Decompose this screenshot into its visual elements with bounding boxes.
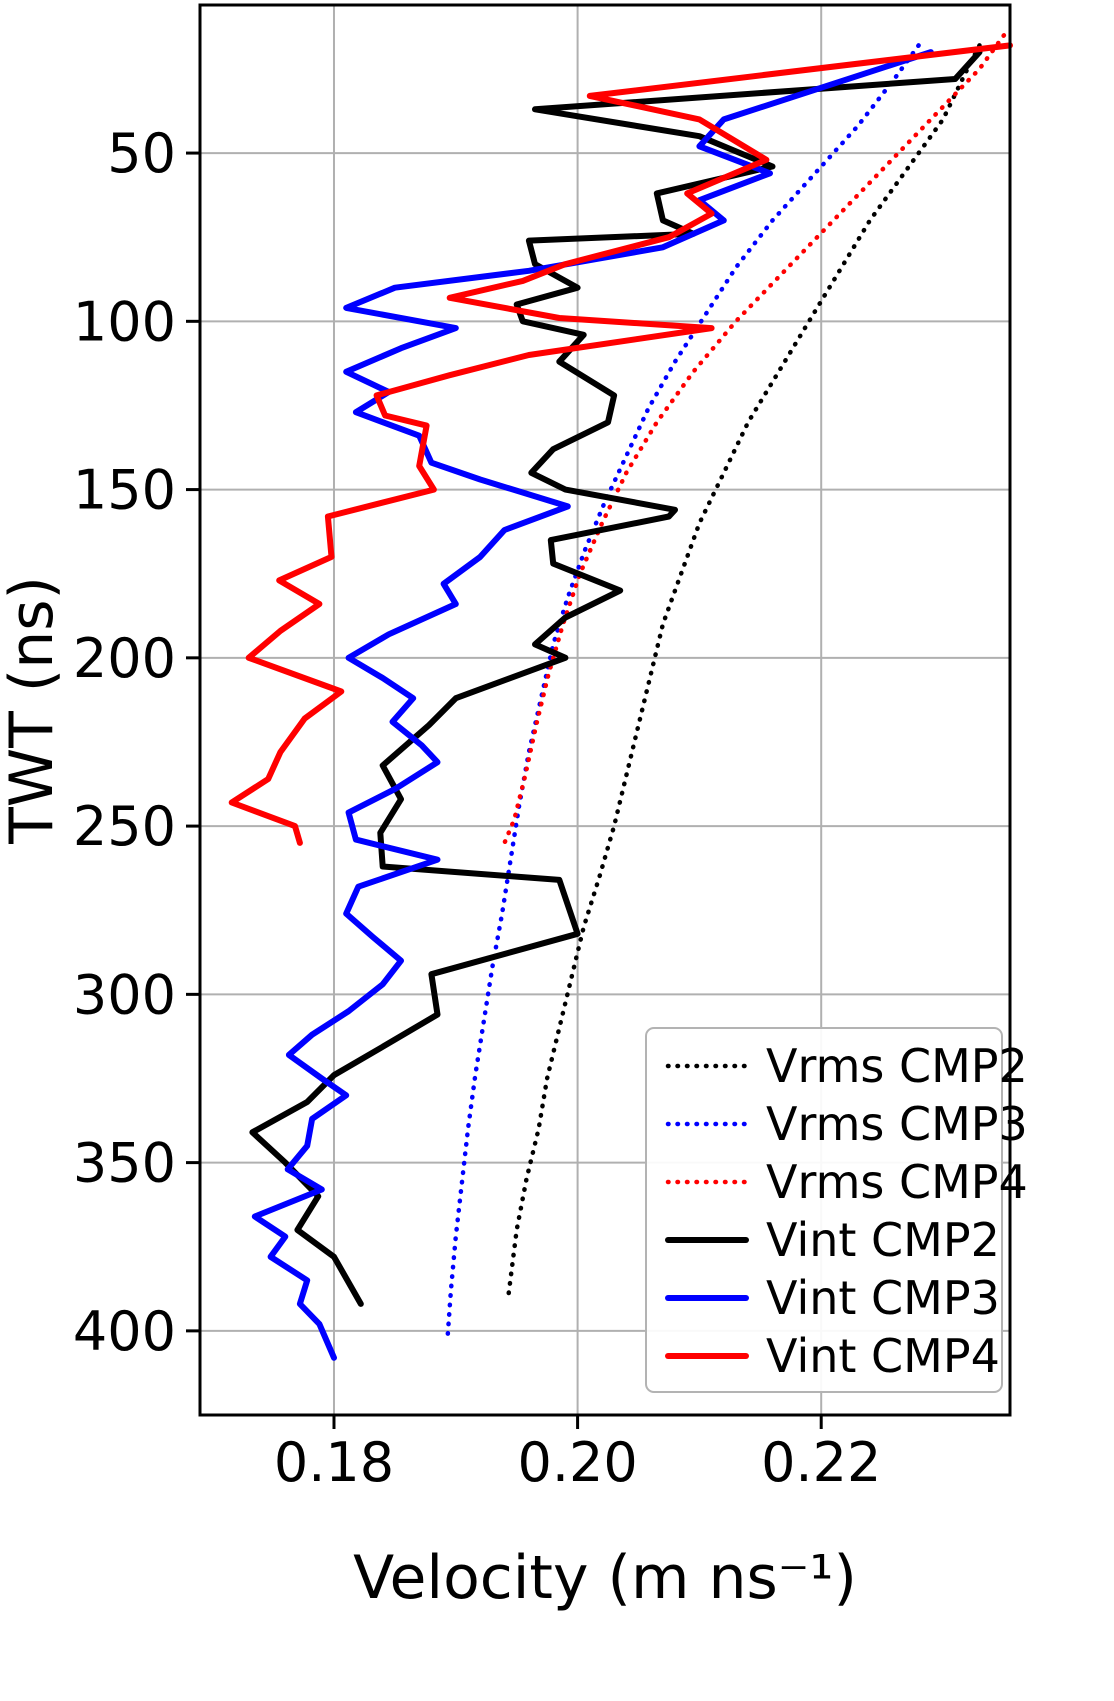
x-tick-label: 0.20 <box>517 1431 637 1494</box>
y-axis-label: TWT (ns) <box>0 576 67 845</box>
legend-item: Vint CMP3 <box>665 1271 1000 1325</box>
legend-item: Vrms CMP4 <box>665 1155 1028 1209</box>
plot-border <box>198 3 1012 1417</box>
series-vint-cmp2 <box>249 49 983 1307</box>
y-tick-label: 300 <box>73 963 176 1026</box>
y-tick-label: 100 <box>73 290 176 353</box>
y-tick-label: 250 <box>73 795 176 858</box>
y-tick-label: 50 <box>107 122 176 185</box>
x-tick-label: 0.22 <box>761 1431 881 1494</box>
x-axis-label: Velocity (m ns⁻¹) <box>353 1543 857 1613</box>
legend-label: Vrms CMP4 <box>766 1155 1028 1209</box>
legend-item: Vint CMP4 <box>665 1329 1000 1383</box>
y-tick-label: 350 <box>73 1132 176 1195</box>
y-tick-label: 400 <box>73 1300 176 1363</box>
legend-item: Vrms CMP2 <box>665 1039 1028 1093</box>
y-tick-label: 150 <box>73 459 176 522</box>
series-vint-cmp4 <box>228 42 1013 846</box>
legend-item: Vint CMP2 <box>665 1213 1000 1267</box>
legend-label: Vint CMP2 <box>766 1213 1000 1267</box>
series-vrms-cmp2 <box>505 43 982 1300</box>
x-tick-label: 0.18 <box>274 1431 394 1494</box>
legend-label: Vint CMP4 <box>766 1329 1000 1383</box>
legend-label: Vint CMP3 <box>766 1271 1000 1325</box>
series-vrms-cmp4 <box>502 33 1007 846</box>
legend-item: Vrms CMP3 <box>665 1097 1028 1151</box>
legend-label: Vrms CMP3 <box>766 1097 1028 1151</box>
y-tick-label: 200 <box>73 627 176 690</box>
series-vint-cmp3 <box>251 49 934 1361</box>
series-vrms-cmp3 <box>445 43 921 1344</box>
legend-label: Vrms CMP2 <box>766 1039 1028 1093</box>
